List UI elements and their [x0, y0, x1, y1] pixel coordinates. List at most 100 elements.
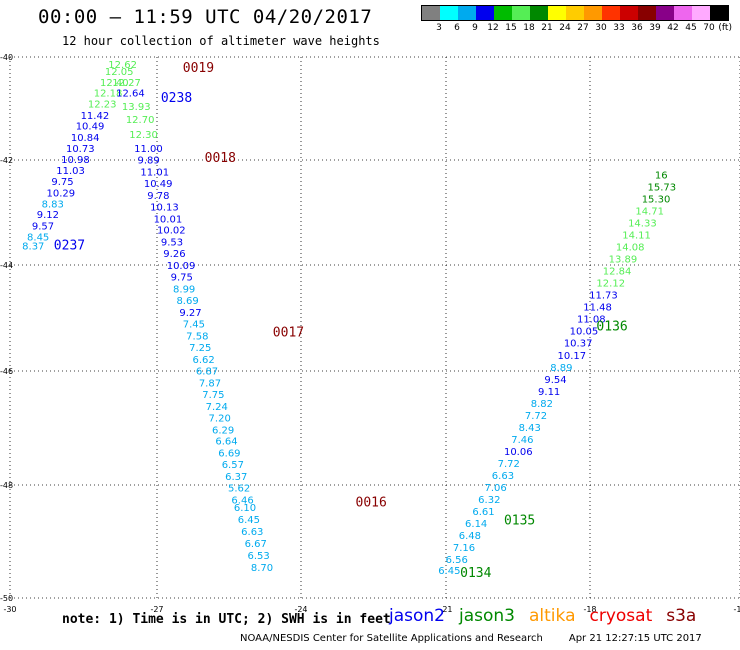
wave-height-value: 15.73 [648, 182, 677, 193]
generated-timestamp: Apr 21 12:27:15 UTC 2017 [568, 633, 702, 644]
wave-height-value: 10.37 [564, 339, 593, 350]
wave-height-value: 12.30 [129, 130, 158, 141]
wave-height-value: 10.05 [570, 327, 599, 338]
wave-height-value: 6.61 [472, 507, 494, 518]
legend-color-bar [421, 5, 729, 21]
wave-height-value: 8.70 [251, 563, 273, 574]
wave-height-value: 9.78 [147, 191, 169, 202]
legend-label: 15 [505, 23, 517, 33]
legend-label: 42 [667, 23, 679, 33]
wave-height-value: 10.49 [76, 122, 105, 133]
wave-height-value: 14.08 [616, 243, 645, 254]
x-tick-label: -27 [150, 605, 163, 614]
wave-height-value: 7.72 [525, 411, 547, 422]
legend-label: 27 [577, 23, 589, 33]
wave-height-value: 8.82 [531, 399, 553, 410]
wave-height-value: 11.08 [577, 315, 606, 326]
legend-label: 3 [436, 23, 442, 33]
wave-height-value: 6.56 [446, 555, 468, 566]
pass-time-label: 0238 [161, 91, 192, 106]
wave-height-value: 10.29 [47, 188, 76, 199]
wave-height-value: 10.02 [157, 226, 186, 237]
wave-height-value: 12.05 [105, 67, 134, 78]
legend-swatch [548, 6, 566, 20]
wave-height-value: 7.24 [206, 402, 228, 413]
legend-swatch [440, 6, 458, 20]
y-tick-label: -40 [0, 53, 13, 62]
wave-height-value: 6.64 [215, 437, 237, 448]
wave-height-value: 8.69 [176, 296, 198, 307]
wave-height-value: 10.73 [66, 144, 95, 155]
legend-swatch [710, 6, 728, 20]
color-legend: 3 6 9 12 15 18 21 24 27 30 33 36 39 42 45 70 (ft) [421, 5, 732, 37]
wave-height-value: 6.37 [225, 472, 247, 483]
wave-height-value: 6.45 [238, 515, 260, 526]
satellite-jason2: jason2 [389, 606, 445, 626]
wave-height-value: 7.20 [209, 413, 231, 424]
wave-height-value: 11.01 [140, 167, 169, 178]
wave-height-value: 12.62 [108, 60, 137, 71]
x-tick-label: -15 [733, 605, 740, 614]
credit-line: NOAA/NESDIS Center for Satellite Applica… [240, 633, 702, 644]
x-tick-label: -21 [439, 605, 452, 614]
legend-label: 36 [631, 23, 643, 33]
pass-time-label: 0136 [596, 320, 627, 335]
wave-height-value: 10.49 [144, 179, 173, 190]
satellite-jason3: jason3 [459, 606, 515, 626]
wave-height-value: 7.06 [485, 483, 507, 494]
wave-height-value: 8.37 [22, 241, 44, 252]
wave-height-value: 9.75 [51, 177, 73, 188]
wave-height-value: 10.84 [71, 133, 100, 144]
y-tick-label: -46 [0, 367, 13, 376]
legend-swatch [602, 6, 620, 20]
wave-height-value: 6.53 [247, 551, 269, 562]
wave-height-value: 9.57 [32, 222, 54, 233]
wave-height-value: 13.89 [609, 255, 638, 266]
y-tick-label: -48 [0, 481, 13, 490]
wave-height-value: 12.64 [116, 89, 145, 100]
satellite-legend: jason2 jason3 altika cryosat s3a [389, 606, 710, 626]
legend-label: 70 [703, 23, 715, 33]
wave-height-value: 9.11 [538, 387, 560, 398]
pass-time-label: 0134 [460, 566, 491, 581]
wave-height-value: 6.63 [492, 471, 514, 482]
wave-height-value: 11.48 [583, 303, 612, 314]
wave-height-value: 6.62 [193, 355, 215, 366]
legend-label: 6 [454, 23, 460, 33]
wave-height-value: 10.09 [167, 261, 196, 272]
wave-height-value: 12.23 [88, 99, 117, 110]
satellite-s3a: s3a [666, 606, 697, 626]
wave-height-value: 12.40 [100, 78, 129, 89]
map-subtitle: 12 hour collection of altimeter wave hei… [62, 34, 380, 48]
footer-note: note: 1) Time is in UTC; 2) SWH is in fe… [62, 612, 391, 627]
x-tick-label: -24 [294, 605, 307, 614]
pass-time-label: 0016 [356, 496, 387, 511]
wave-height-value: 6.45 [438, 566, 460, 577]
credit-text: NOAA/NESDIS Center for Satellite Applica… [240, 633, 543, 644]
wave-height-value: 6.29 [212, 425, 234, 436]
wave-height-value: 6.69 [218, 449, 240, 460]
wave-height-value: 6.87 [196, 366, 218, 377]
legend-label: 39 [649, 23, 661, 33]
legend-label: 9 [472, 23, 478, 33]
legend-swatch [566, 6, 584, 20]
wave-height-value: 9.54 [544, 375, 566, 386]
wave-height-value: 11.42 [81, 111, 110, 122]
wave-height-value: 14.71 [635, 206, 664, 217]
y-tick-label: -50 [0, 594, 13, 603]
wave-height-value: 7.45 [183, 320, 205, 331]
wave-height-value: 7.87 [199, 378, 221, 389]
legend-swatch [494, 6, 512, 20]
pass-time-label: 0237 [54, 238, 85, 253]
wave-height-value: 6.10 [234, 503, 256, 514]
x-tick-label: -30 [3, 605, 16, 614]
wave-height-value: 11.03 [56, 166, 85, 177]
wave-height-value: 5.62 [228, 484, 250, 495]
wave-height-value: 6.67 [245, 539, 267, 550]
legend-swatch [422, 6, 440, 20]
legend-label: 33 [613, 23, 625, 33]
wave-height-value: 12.12 [596, 279, 625, 290]
legend-label: 21 [541, 23, 553, 33]
wave-height-value: 6.32 [478, 495, 500, 506]
